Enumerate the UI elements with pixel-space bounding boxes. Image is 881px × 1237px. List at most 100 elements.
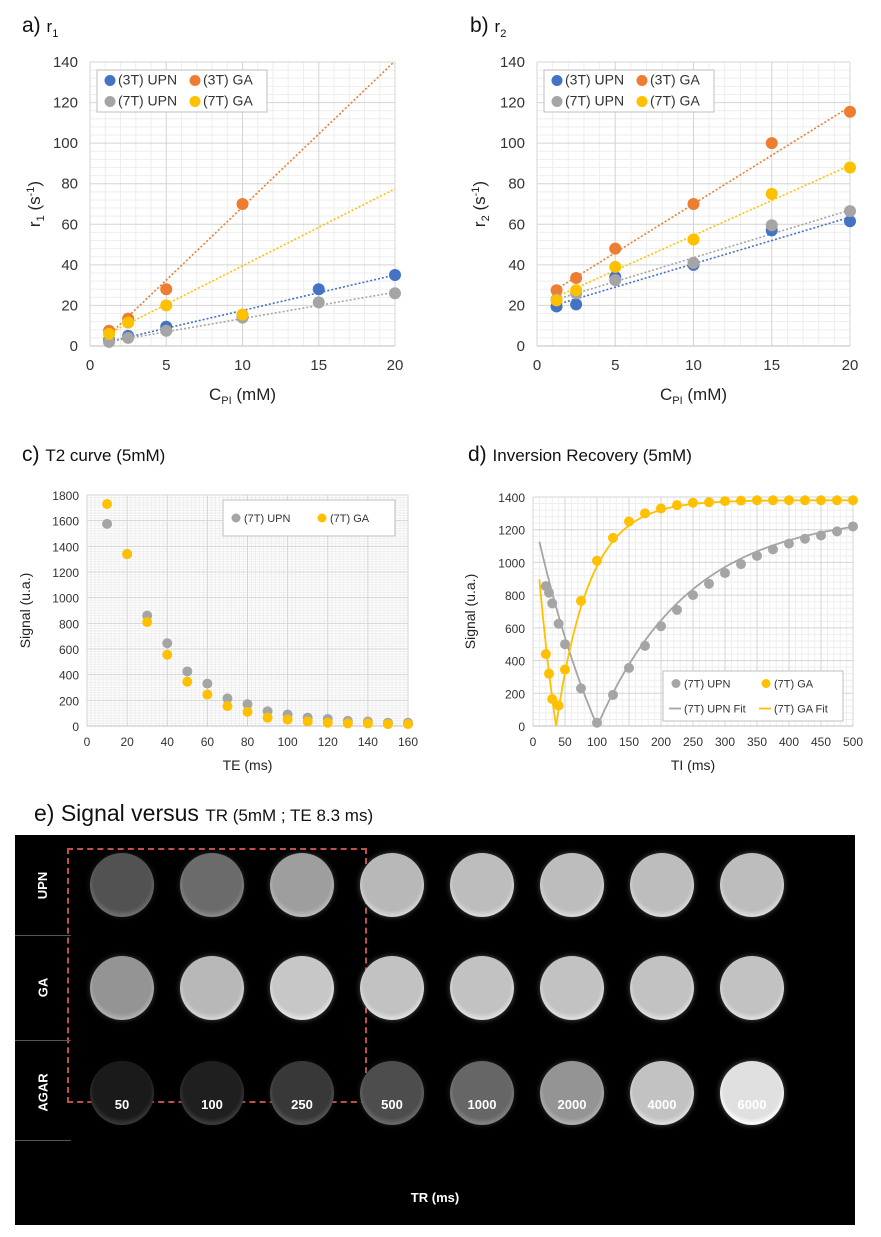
tr-value-label: 50 (114, 1097, 130, 1112)
tr-value-label: 500 (381, 1097, 403, 1112)
data-point (576, 683, 586, 694)
data-point (570, 272, 583, 285)
data-point (312, 296, 325, 309)
panel-b-title: b) r2 (470, 14, 506, 40)
phantom-image (270, 1060, 334, 1125)
phantom-image (720, 955, 784, 1020)
phantom-image (270, 955, 334, 1020)
x-tick-label: 0 (84, 735, 91, 749)
data-point (592, 555, 602, 566)
data-point (389, 287, 401, 300)
tr-value-label: 1000 (467, 1097, 497, 1112)
panel-e-title-small: TR (5mM ; TE 8.3 ms) (205, 806, 374, 825)
y-tick-label: 600 (59, 643, 79, 657)
legend-label: (7T) UPN (684, 679, 731, 691)
legend-marker-swatch (636, 96, 648, 107)
tr-value-label: 250 (291, 1097, 313, 1112)
data-point (160, 299, 173, 312)
x-tick-label: 100 (278, 735, 298, 749)
data-point (784, 538, 794, 549)
y-tick-label: 80 (61, 176, 78, 193)
x-tick-label: 20 (120, 735, 134, 749)
legend-box (96, 69, 268, 113)
legend-label: (7T) GA (330, 513, 370, 525)
y-axis-label-sub: 2 (480, 215, 492, 221)
x-tick-label: 450 (811, 735, 831, 749)
data-point (608, 689, 618, 700)
x-tick-label: 400 (779, 735, 799, 749)
legend-label: (7T) GA (203, 93, 253, 109)
data-point (752, 550, 762, 561)
data-point (236, 308, 249, 321)
phantom-image (630, 853, 694, 917)
data-point (765, 219, 778, 232)
y-tick-label: 1000 (498, 556, 525, 570)
x-tick-label: 20 (387, 357, 404, 374)
data-point (624, 662, 634, 673)
legend-label: (7T) UPN (244, 513, 291, 525)
x-axis-label: CPI (mM) (209, 385, 276, 407)
x-tick-label: 160 (398, 735, 418, 749)
data-point (544, 668, 554, 679)
legend-box (662, 670, 844, 722)
data-point (609, 242, 622, 255)
panel-c-title: c) T2 curve (5mM) (22, 443, 165, 467)
legend-marker-swatch (189, 75, 201, 86)
panel-b-title-sub: 2 (500, 28, 507, 41)
data-point (720, 496, 730, 507)
data-point (816, 495, 826, 506)
panel-b-letter: b) (470, 14, 489, 37)
x-tick-label: 500 (843, 735, 863, 749)
data-point (302, 716, 313, 727)
y-tick-label: 600 (505, 622, 525, 636)
legend-label: (3T) UPN (118, 72, 177, 88)
row-label-text: GA (35, 977, 51, 998)
y-tick-label: 200 (505, 687, 525, 701)
chart-c: 0 20 40 60 80 100 120 140 1600200400600800100012… (17, 489, 418, 773)
legend-label: (7T) GA Fit (774, 704, 828, 716)
y-tick-label: 120 (500, 95, 525, 112)
data-point (752, 495, 762, 506)
phantom-image (450, 1060, 514, 1125)
phantom-image (630, 955, 694, 1020)
x-axis-label-main: C (209, 385, 221, 404)
x-tick-label: 0 (530, 735, 537, 749)
y-tick-label: 80 (508, 176, 525, 193)
legend-label: (3T) UPN (565, 72, 624, 88)
data-point (103, 327, 116, 340)
y-tick-label: 200 (59, 694, 79, 708)
panel-a-title-main: r (46, 17, 53, 36)
legend: (7T) UPN (7T) GA (7T) UPN Fit (7T) GA Fit (662, 670, 844, 722)
data-point (609, 274, 622, 287)
data-point (704, 578, 714, 589)
x-tick-label: 100 (587, 735, 607, 749)
data-point (570, 298, 583, 311)
x-tick-label: 250 (683, 735, 703, 749)
data-point (540, 649, 551, 660)
data-point (560, 639, 570, 650)
data-point (342, 718, 353, 729)
legend-marker-swatch (551, 75, 563, 86)
data-point (784, 495, 794, 506)
data-point (687, 256, 700, 269)
phantom-image (360, 853, 424, 917)
y-axis-label-exp: -1 (470, 187, 482, 197)
legend-box (543, 69, 715, 113)
y-axis-label: Signal (u.a.) (462, 574, 478, 649)
data-point (656, 503, 666, 514)
data-point (553, 700, 564, 711)
y-tick-label: 1200 (498, 524, 525, 538)
data-point (382, 719, 393, 730)
y-tick-label: 20 (61, 297, 78, 314)
panel-a-title: a) r1 (22, 14, 58, 40)
x-tick-label: 20 (842, 357, 859, 374)
y-tick-label: 1600 (52, 515, 79, 529)
data-point (832, 495, 842, 506)
data-point (687, 198, 700, 210)
panel-d-title: d) Inversion Recovery (5mM) (468, 443, 692, 467)
phantom-image (180, 853, 244, 917)
phantom-image (360, 1060, 424, 1125)
panel-e-title: e) Signal versus TR (5mM ; TE 8.3 ms) (34, 800, 373, 827)
x-tick-label: 0 (533, 357, 541, 374)
